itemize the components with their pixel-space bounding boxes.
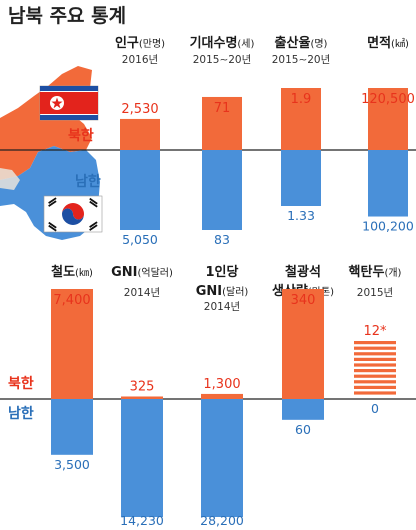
- value-south-bottom-4: 0: [371, 401, 379, 416]
- category-sub-bottom-1: 2014년: [124, 287, 160, 299]
- category-header-bottom-3: 철광석: [285, 264, 321, 280]
- value-north-bottom-4: 12*: [363, 324, 387, 339]
- value-south-top-1: 83: [214, 232, 230, 247]
- category-sub-top-2: 2015∼20년: [272, 54, 331, 66]
- bar-south-bottom-0: [51, 399, 93, 455]
- bar-south-top-3: [368, 150, 408, 217]
- value-south-top-0: 5,050: [122, 232, 158, 247]
- category-header-top-2: 출산율(명): [275, 35, 328, 51]
- bar-north-top-3: [368, 88, 408, 150]
- bar-south-top-2: [281, 150, 321, 206]
- legend-south-label: 남한: [75, 173, 101, 190]
- value-north-top-2: 1.9: [291, 92, 312, 107]
- bar-south-top-0: [120, 150, 160, 230]
- category-sub-top-1: 2015∼20년: [193, 54, 252, 66]
- value-south-bottom-0: 3,500: [54, 457, 90, 472]
- bottom-chart: 철도(㎞) 7,400 3,500 GNI(억달러) 2014년 325 14,230 1인당…: [51, 264, 402, 528]
- bar-north-bottom-2: [201, 393, 243, 399]
- value-north-bottom-2: 1,300: [203, 377, 240, 392]
- value-north-top-0: 2,530: [121, 102, 158, 117]
- bar-south-bottom-1: [121, 399, 163, 517]
- category-header-bottom-4: 핵탄두(개): [349, 264, 402, 280]
- bar-north-bottom-3: [282, 289, 324, 399]
- legend-north-label-2: 북한: [8, 376, 34, 392]
- bar-north-bottom-4: [354, 341, 396, 395]
- value-north-bottom-1: 325: [130, 379, 155, 394]
- value-north-bottom-0: 7,400: [53, 293, 90, 308]
- north-korea-flag-icon: [39, 85, 99, 121]
- bar-south-bottom-2: [201, 399, 243, 517]
- bar-south-bottom-3: [282, 399, 324, 420]
- category-header-bottom-0: 철도(㎞): [51, 264, 93, 280]
- bar-north-top-0: [120, 118, 160, 150]
- category-header-bottom-1: GNI(억달러): [111, 265, 173, 280]
- category-sub-top-0: 2016년: [122, 54, 158, 66]
- top-chart: 인구(만명) 2016년 2,530 5,050 기대수명(세) 2015∼20년 71 83…: [115, 35, 415, 247]
- value-south-bottom-1: 14,230: [120, 513, 164, 528]
- category-header-bottom-2: 1인당: [206, 264, 239, 280]
- category-sub-bottom-2: 2014년: [204, 301, 240, 313]
- value-north-top-3: 120,500: [361, 92, 415, 107]
- bar-north-top-1: [202, 96, 242, 150]
- bar-north-bottom-0: [51, 289, 93, 399]
- bar-north-bottom-1: [121, 396, 163, 399]
- page-title: 남북 주요 통계: [8, 5, 126, 27]
- bar-south-top-1: [202, 150, 242, 230]
- category-header-top-3: 면적(㎢): [367, 35, 409, 51]
- value-south-top-3: 100,200: [362, 219, 414, 234]
- value-north-top-1: 71: [214, 101, 231, 116]
- legend-south-label-2: 남한: [8, 405, 34, 422]
- south-korea-flag-icon: [43, 195, 103, 233]
- category-header-line2-bottom-2: GNI(달러): [196, 284, 249, 299]
- value-north-bottom-3: 340: [291, 293, 316, 308]
- category-header-top-1: 기대수명(세): [190, 35, 255, 51]
- category-sub-bottom-4: 2015년: [357, 287, 393, 299]
- value-south-bottom-3: 60: [295, 422, 311, 437]
- value-south-bottom-2: 28,200: [200, 513, 244, 528]
- category-header-top-0: 인구(만명): [115, 35, 165, 51]
- bar-north-top-2: [281, 88, 321, 150]
- value-south-top-2: 1.33: [287, 208, 315, 223]
- legend-north-label: 북한: [68, 128, 94, 144]
